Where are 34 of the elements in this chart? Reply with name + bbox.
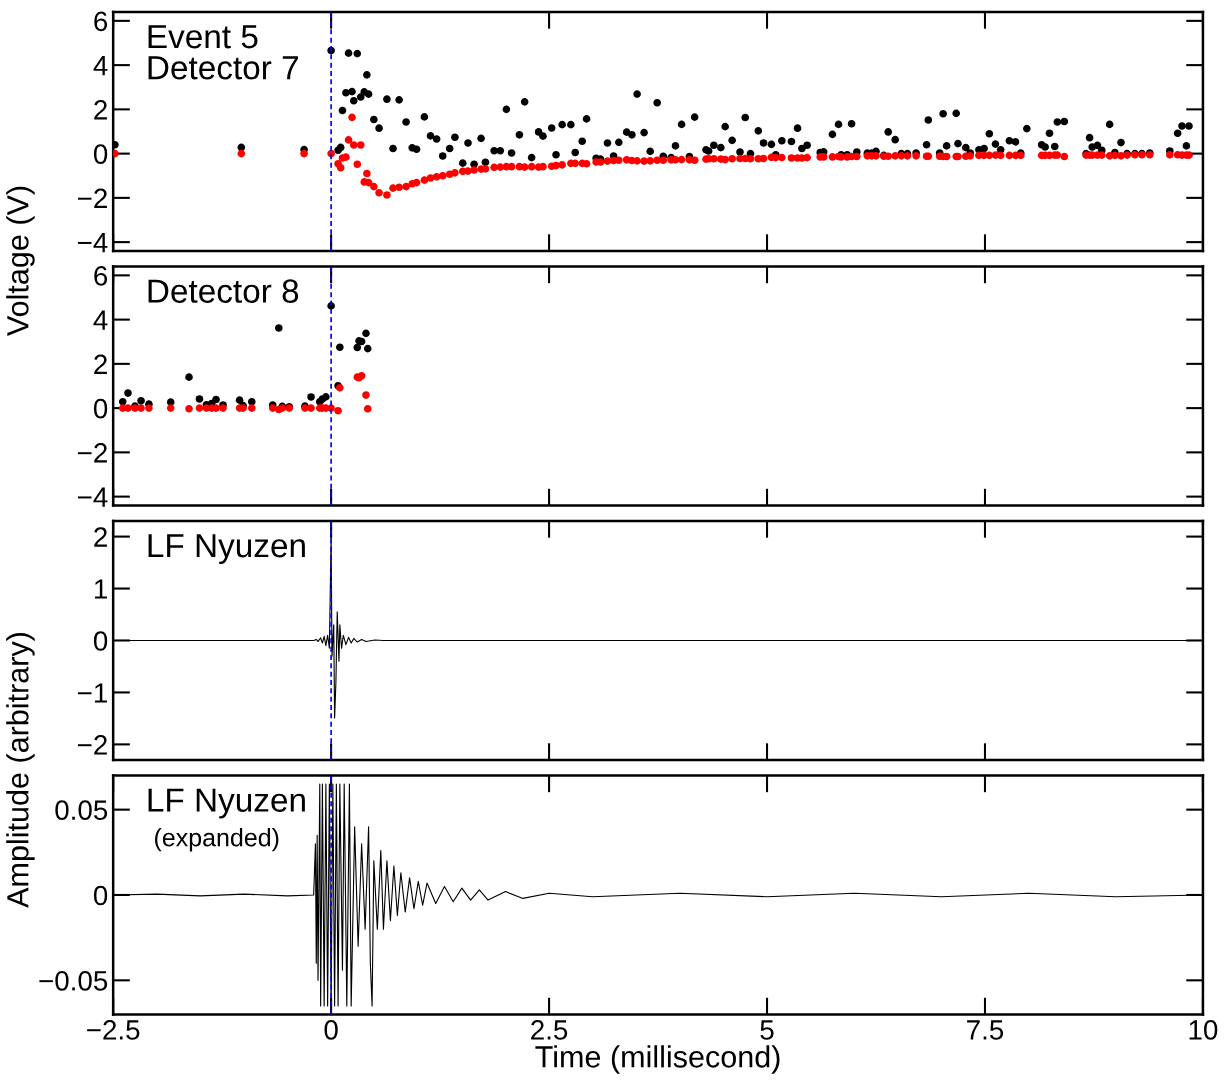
y-tick-label: −1 [78,683,107,703]
y-tick-label: 0 [93,885,108,906]
annotation: LF Nyuzen [148,788,305,819]
y-tick-label: 4 [93,310,108,330]
y-tick-label: 6 [94,266,108,286]
x-tick-label: 0 [324,1020,338,1040]
y-tick-label: 0.05 [55,800,108,820]
y-tick-label: −2 [78,735,107,755]
y-tick-label: −4 [78,233,108,253]
y-tick-label: −0.05 [39,971,108,991]
y-tick-label: 0 [93,398,108,419]
y-tick-label: 0 [93,144,108,164]
y-tick-label: −4 [78,487,108,507]
annotation: LF Nyuzen [148,534,305,565]
y-tick-label: 4 [93,56,108,76]
y-axis-title: Voltage (V) [6,186,35,336]
y-tick-label: 2 [94,100,107,120]
x-tick-label: 10 [1189,1020,1218,1040]
annotation: Detector 8 [148,279,299,303]
y-tick-label: 1 [94,579,107,599]
y-tick-label: 0 [93,631,108,651]
y-tick-label: −2 [78,443,107,463]
y-axis-title: Amplitude (arbitrary) [6,633,35,908]
x-tick-label: −2.5 [87,1020,140,1040]
x-tick-label: 2.5 [531,1020,568,1040]
annotation: (expanded) [155,828,279,852]
y-tick-label: 6 [94,11,108,32]
y-tick-label: 2 [94,527,107,547]
y-tick-label: −2 [78,188,107,208]
y-tick-label: 2 [94,354,107,374]
x-tick-label: 7.5 [967,1020,1004,1040]
annotation: Event 5 Detector 7 [148,25,298,80]
x-axis-title: Time (millisecond) [535,1045,780,1074]
x-tick-label: 5 [760,1020,774,1040]
